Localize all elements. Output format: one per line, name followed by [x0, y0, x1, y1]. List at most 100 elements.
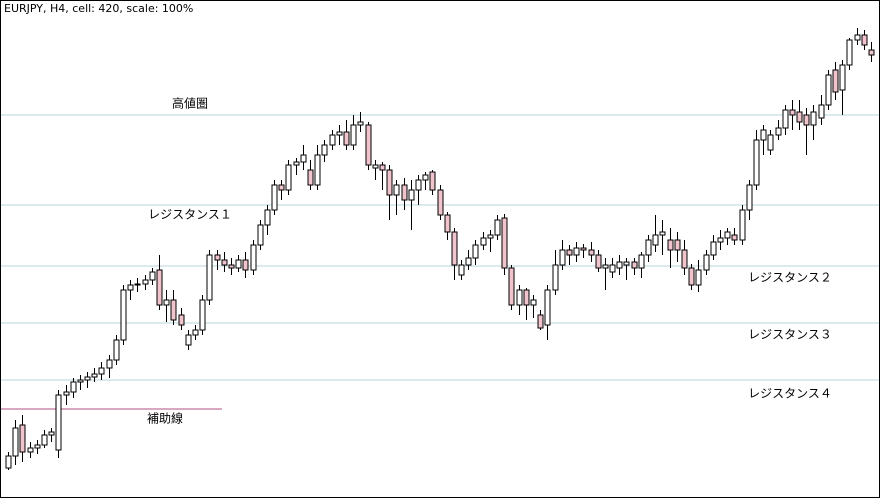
chart-title: EURJPY, H4, cell: 420, scale: 100% — [4, 2, 193, 15]
candle-body — [782, 109, 789, 129]
candle-body — [120, 289, 127, 341]
candle-body — [832, 69, 839, 93]
candle-body — [753, 139, 760, 186]
candle-body — [537, 314, 544, 329]
candle-body — [566, 249, 573, 256]
candle-body — [688, 267, 695, 286]
candle-body — [192, 329, 199, 336]
candle-body — [465, 257, 472, 266]
candle-body — [559, 249, 566, 266]
candle-body — [285, 164, 292, 191]
candle-body — [170, 299, 177, 321]
candle-body — [34, 444, 41, 449]
candle-body — [401, 184, 408, 201]
candle-body — [293, 161, 300, 166]
candle-body — [530, 299, 537, 306]
candle-body — [422, 174, 429, 181]
candle-body — [264, 209, 271, 226]
candle-body — [357, 121, 364, 126]
candle-body — [214, 254, 221, 261]
candle-body — [5, 455, 12, 469]
level-label: レジスタンス２ — [748, 271, 832, 285]
candle-body — [609, 264, 616, 273]
candle-body — [516, 289, 523, 306]
candle-body — [703, 254, 710, 271]
candle-body — [487, 234, 494, 239]
candle-body — [616, 261, 623, 269]
candle-body — [868, 49, 875, 56]
candle-body — [695, 269, 702, 286]
candle-body — [645, 239, 652, 256]
candle-body — [84, 376, 91, 381]
candle-body — [271, 184, 278, 211]
candle-body — [458, 264, 465, 276]
candle-body — [746, 184, 753, 211]
candle-body — [70, 381, 77, 393]
candle-body — [228, 264, 235, 269]
candle-body — [623, 261, 630, 266]
candle-body — [350, 124, 357, 146]
candle-body — [27, 447, 34, 453]
candle-body — [113, 339, 120, 361]
candle-body — [185, 334, 192, 346]
candle-body — [451, 231, 458, 266]
candle-body — [854, 34, 861, 41]
candle-body — [134, 283, 141, 286]
candle-body — [839, 64, 846, 91]
candle-body — [98, 367, 105, 375]
candle-body — [724, 231, 731, 239]
candle-body — [63, 391, 70, 396]
candle-body — [810, 111, 817, 126]
candle-body — [861, 34, 868, 46]
candle-body — [221, 259, 228, 266]
candle-body — [365, 124, 372, 166]
candle-body — [106, 359, 113, 369]
candle-body — [595, 254, 602, 269]
candle-body — [321, 144, 328, 156]
candle-body — [681, 249, 688, 269]
candle-body — [386, 169, 393, 196]
candle-body — [631, 261, 638, 269]
candle-body — [731, 234, 738, 241]
candle-body — [127, 284, 134, 291]
candle-body — [789, 109, 796, 116]
candle-body — [41, 434, 48, 446]
candle-body — [178, 314, 185, 326]
candle-body — [408, 189, 415, 201]
candle-body — [163, 299, 170, 306]
candle-body — [659, 231, 666, 236]
candle-body — [796, 111, 803, 123]
candle-body — [307, 169, 314, 186]
candle-body — [501, 217, 508, 269]
candle-body — [48, 431, 55, 436]
candle-body — [638, 254, 645, 269]
candle-body — [343, 131, 350, 146]
candle-body — [91, 373, 98, 378]
candle-body — [717, 237, 724, 243]
candle-body — [415, 179, 422, 191]
candle-body — [257, 224, 264, 246]
candle-body — [739, 209, 746, 241]
candle-body — [667, 239, 674, 251]
candle-body — [142, 279, 149, 285]
level-label: レジスタンス１ — [148, 208, 232, 222]
candle-body — [235, 259, 242, 269]
candle-body — [149, 271, 156, 281]
candle-body — [472, 244, 479, 259]
candle-body — [825, 74, 832, 106]
candle-body — [602, 264, 609, 269]
candle-body — [775, 127, 782, 136]
level-label: 補助線 — [147, 411, 183, 426]
candle-body — [329, 134, 336, 146]
candle-body — [206, 254, 213, 301]
candle-body — [480, 237, 487, 246]
candle-body — [379, 164, 386, 171]
candle-body — [242, 259, 249, 271]
candle-body — [573, 247, 580, 256]
candle-body — [523, 289, 530, 306]
candle-body — [588, 249, 595, 256]
candle-body — [508, 267, 515, 306]
candle-body — [429, 171, 436, 191]
level-label: レジスタンス３ — [748, 328, 832, 342]
